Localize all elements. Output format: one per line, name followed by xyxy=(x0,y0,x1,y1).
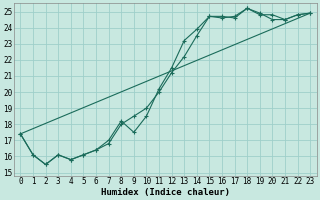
X-axis label: Humidex (Indice chaleur): Humidex (Indice chaleur) xyxy=(101,188,230,197)
